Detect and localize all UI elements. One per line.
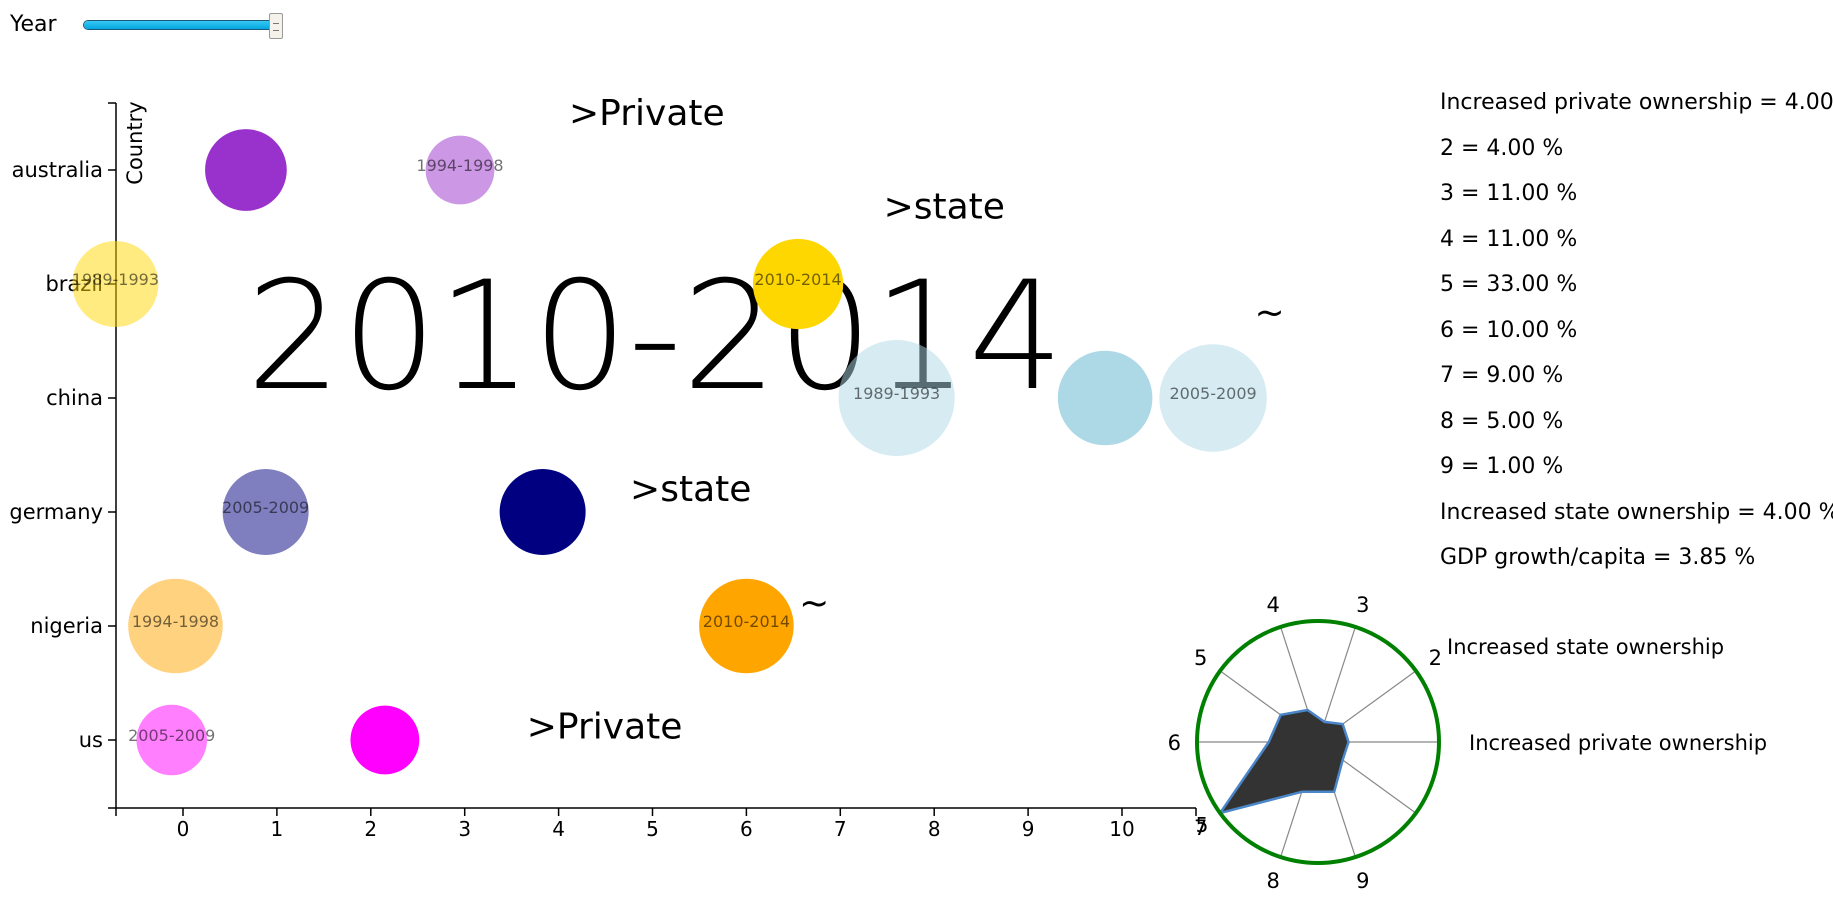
info-line: 3 = 11.00 % <box>1440 181 1578 206</box>
info-line: 8 = 5.00 % <box>1440 408 1564 434</box>
info-line: 7 = 9.00 % <box>1440 363 1564 388</box>
radar-axis-label: 2 <box>1429 646 1442 670</box>
bubble-period-label: 1989-1993 <box>72 270 159 289</box>
bubble-australia <box>425 135 495 205</box>
bubble-period-label: 2010-2014 <box>703 612 790 631</box>
annotation-label: >Private <box>569 93 725 134</box>
x-tick-label: 6 <box>740 817 753 841</box>
radar-ring <box>1195 619 1441 865</box>
bubble-germany <box>222 469 309 555</box>
bubble-period-label: 1994-1998 <box>416 156 503 175</box>
info-line: Increased state ownership = 4.00 % <box>1440 499 1833 525</box>
y-axis-label: Country <box>123 101 147 184</box>
annotation-label: ~ <box>1254 293 1284 334</box>
bubble-germany <box>499 469 586 555</box>
annotation-label: >state <box>884 186 1005 227</box>
bubble-period-label: 1989-1993 <box>853 384 940 403</box>
x-tick-label: 5 <box>1196 813 1209 837</box>
info-line: Increased private ownership = 4.00 % <box>1440 90 1833 115</box>
radar-axis-label: 6 <box>1168 731 1181 755</box>
bubble-period-label: 2010-2014 <box>754 270 841 289</box>
info-line: 4 = 11.00 % <box>1440 226 1578 252</box>
radar-axis-label: Increased state ownership <box>1447 635 1724 659</box>
y-tick-label: nigeria <box>30 614 103 638</box>
bubble-brazil <box>752 238 844 330</box>
y-tick-label: china <box>46 386 103 410</box>
x-tick-label: 5 <box>646 817 659 841</box>
x-tick-label: 2 <box>364 817 377 841</box>
year-label: Year <box>10 12 57 37</box>
year-slider-handle[interactable] <box>269 13 283 39</box>
bubble-us <box>136 704 207 776</box>
radar-chart: Increased private ownership 2 3 4 5 6 7 8 9 Incre… <box>1168 593 1767 893</box>
bubble-nigeria <box>128 578 223 674</box>
bubble-period-label: 1994-1998 <box>132 612 219 631</box>
radar-axis-label: 4 <box>1267 593 1280 617</box>
info-line: 5 = 33.00 % <box>1440 272 1578 297</box>
info-line: 9 = 1.00 % <box>1440 454 1564 479</box>
y-tick-label: us <box>79 728 103 752</box>
bubble-us <box>350 705 420 775</box>
radar-axis-label: 3 <box>1356 593 1369 617</box>
info-line: 6 = 10.00 % <box>1440 317 1578 343</box>
radar-axis-label: 5 <box>1194 646 1207 670</box>
bubble-period-label: 2005-2009 <box>1169 384 1256 403</box>
y-tick-label: germany <box>9 500 103 524</box>
x-tick-label: 0 <box>177 817 190 841</box>
info-line: GDP growth/capita = 3.85 % <box>1440 545 1756 570</box>
radar-axis-label: Increased private ownership <box>1469 731 1767 755</box>
annotation-label: ~ <box>799 583 829 624</box>
bubble-china <box>1159 344 1267 452</box>
x-tick-label: 7 <box>834 817 847 841</box>
radar-axis-label: 8 <box>1267 869 1280 893</box>
bubble-period-label: 2005-2009 <box>222 498 309 517</box>
year-slider-fill <box>84 21 276 29</box>
x-tick-label: 4 <box>552 817 565 841</box>
bubble-china <box>1057 350 1153 446</box>
y-tick-label: australia <box>12 158 103 182</box>
bubble-china <box>838 339 955 457</box>
bubble-period-label: 2005-2009 <box>128 726 215 745</box>
bubble-brazil <box>72 241 159 327</box>
x-tick-label: 10 <box>1109 817 1134 841</box>
annotation-label: >state <box>630 469 751 510</box>
year-slider[interactable] <box>83 13 283 39</box>
x-tick-label: 9 <box>1022 817 1035 841</box>
annotation-label: >Private <box>527 706 683 747</box>
radar-polygon <box>1218 708 1350 815</box>
x-tick-label: 3 <box>458 817 471 841</box>
x-tick-label: 1 <box>271 817 284 841</box>
info-panel: Increased private ownership = 4.00 % 2 = … <box>1440 80 1833 581</box>
bubble-nigeria <box>699 578 794 674</box>
info-line: 2 = 4.00 % <box>1440 135 1564 161</box>
bubble-australia <box>205 129 287 211</box>
radar-axis-label: 7 <box>1194 816 1207 840</box>
x-tick-label: 8 <box>928 817 941 841</box>
radar-axis-label: 9 <box>1356 869 1369 893</box>
